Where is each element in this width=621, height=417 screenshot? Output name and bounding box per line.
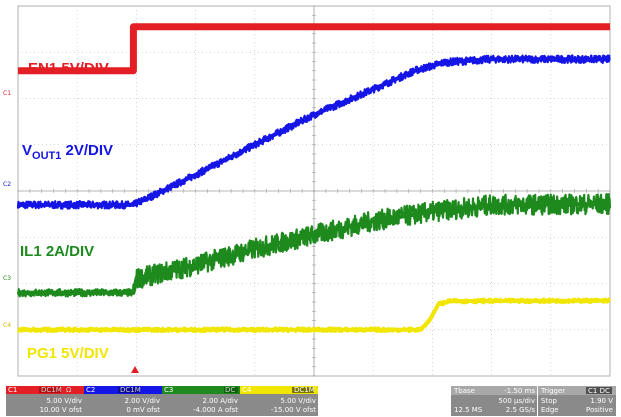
ch1-descriptor[interactable]: C1 DC1M Ω 5.00 V/div 10.00 V ofst — [6, 386, 84, 416]
il1-waveform-core — [18, 201, 611, 295]
trigger-descriptor[interactable]: Trigger C1 DC Stop 1.90 V Edge Positive — [538, 386, 616, 416]
il1-trace-label: IL1 2A/DIV — [20, 243, 94, 260]
timebase-descriptor[interactable]: Tbase -1.50 ms 500 µs/div 12.5 MS 2.5 GS… — [451, 386, 537, 416]
ch1-badge-bg — [39, 387, 61, 393]
timebase-descriptor-header — [451, 386, 537, 395]
ch1-scale: 5.00 V/div — [47, 397, 83, 405]
trigger-badge-bg — [586, 387, 612, 394]
ch2-coupling-badge: DC1M — [120, 386, 141, 394]
ch4-descriptor-header — [240, 386, 318, 394]
ch2-descriptor[interactable]: C2 DC1M 2.00 V/div 0 mV ofst — [84, 386, 162, 416]
trigger-title: Trigger — [540, 387, 565, 395]
ch2-ground-marker: C2 — [3, 181, 11, 188]
ch3-badge-bg — [224, 387, 238, 393]
ch4-scale: 5.00 V/div — [281, 397, 317, 405]
trigger-slope: Positive — [586, 406, 613, 414]
ch4-descriptor[interactable]: C4 DC1M 5.00 V/div -15.00 V ofst — [240, 386, 318, 416]
ch3-descriptor-header — [162, 386, 240, 394]
pg1-trace-label: PG1 5V/DIV — [27, 345, 109, 362]
pg1-waveform-core — [18, 298, 610, 332]
ch1-impedance-badge: Ω — [66, 386, 72, 394]
ch2-scale: 2.00 V/div — [125, 397, 161, 405]
ch1-tag: C1 — [8, 386, 17, 394]
ch1-coupling-badge: DC1M — [41, 386, 62, 394]
ch1-ground-marker: C1 — [3, 90, 11, 97]
en1-trace-label: EN1 5V/DIV — [28, 60, 109, 77]
trigger-mode: Stop — [541, 397, 557, 405]
vout1-trace-label: VOUT1 2V/DIV — [22, 142, 113, 162]
en1-waveform — [18, 23, 610, 75]
ch2-badge-bg — [118, 387, 140, 393]
ch3-offset: -4.000 A ofst — [193, 406, 238, 414]
timebase-sample-rate: 2.5 GS/s — [506, 406, 536, 414]
vout1-label-rest: 2V/DIV — [61, 142, 113, 159]
ch3-descriptor[interactable]: C3 DC 2.00 A/div -4.000 A ofst — [162, 386, 240, 416]
ch4-ground-marker: C4 — [3, 322, 11, 329]
ch4-tag: C4 — [242, 386, 252, 394]
ch2-offset: 0 mV ofst — [126, 406, 160, 414]
waveform-traces — [16, 23, 612, 334]
ch3-coupling-badge: DC — [225, 386, 235, 394]
ch3-ground-marker: C3 — [3, 275, 11, 282]
trigger-source-badge: C1 DC — [588, 387, 610, 395]
timebase-delay: -1.50 ms — [504, 387, 535, 395]
vout1-waveform-core — [18, 57, 610, 207]
timebase-samples: 12.5 MS — [454, 406, 483, 414]
trigger-position-marker — [131, 366, 139, 373]
ch4-coupling-badge: DC1M — [294, 386, 315, 394]
vout1-label-subscript: OUT1 — [32, 150, 61, 162]
ch1-offset: 10.00 V ofst — [40, 406, 83, 414]
ch4-badge-bg — [292, 387, 314, 393]
ch4-offset: -15.00 V ofst — [271, 406, 316, 414]
vout1-label-main: V — [22, 142, 32, 159]
trigger-level: 1.90 V — [590, 397, 613, 405]
ch2-tag: C2 — [86, 386, 95, 394]
trigger-descriptor-header — [538, 386, 616, 395]
ch3-scale: 2.00 A/div — [203, 397, 239, 405]
timebase-title: Tbase — [453, 387, 475, 395]
trigger-type: Edge — [541, 406, 559, 414]
status-bar: C1 DC1M Ω 5.00 V/div 10.00 V ofst C2 DC1… — [0, 379, 621, 417]
ch3-tag: C3 — [164, 386, 173, 394]
timebase-scale: 500 µs/div — [498, 397, 535, 405]
